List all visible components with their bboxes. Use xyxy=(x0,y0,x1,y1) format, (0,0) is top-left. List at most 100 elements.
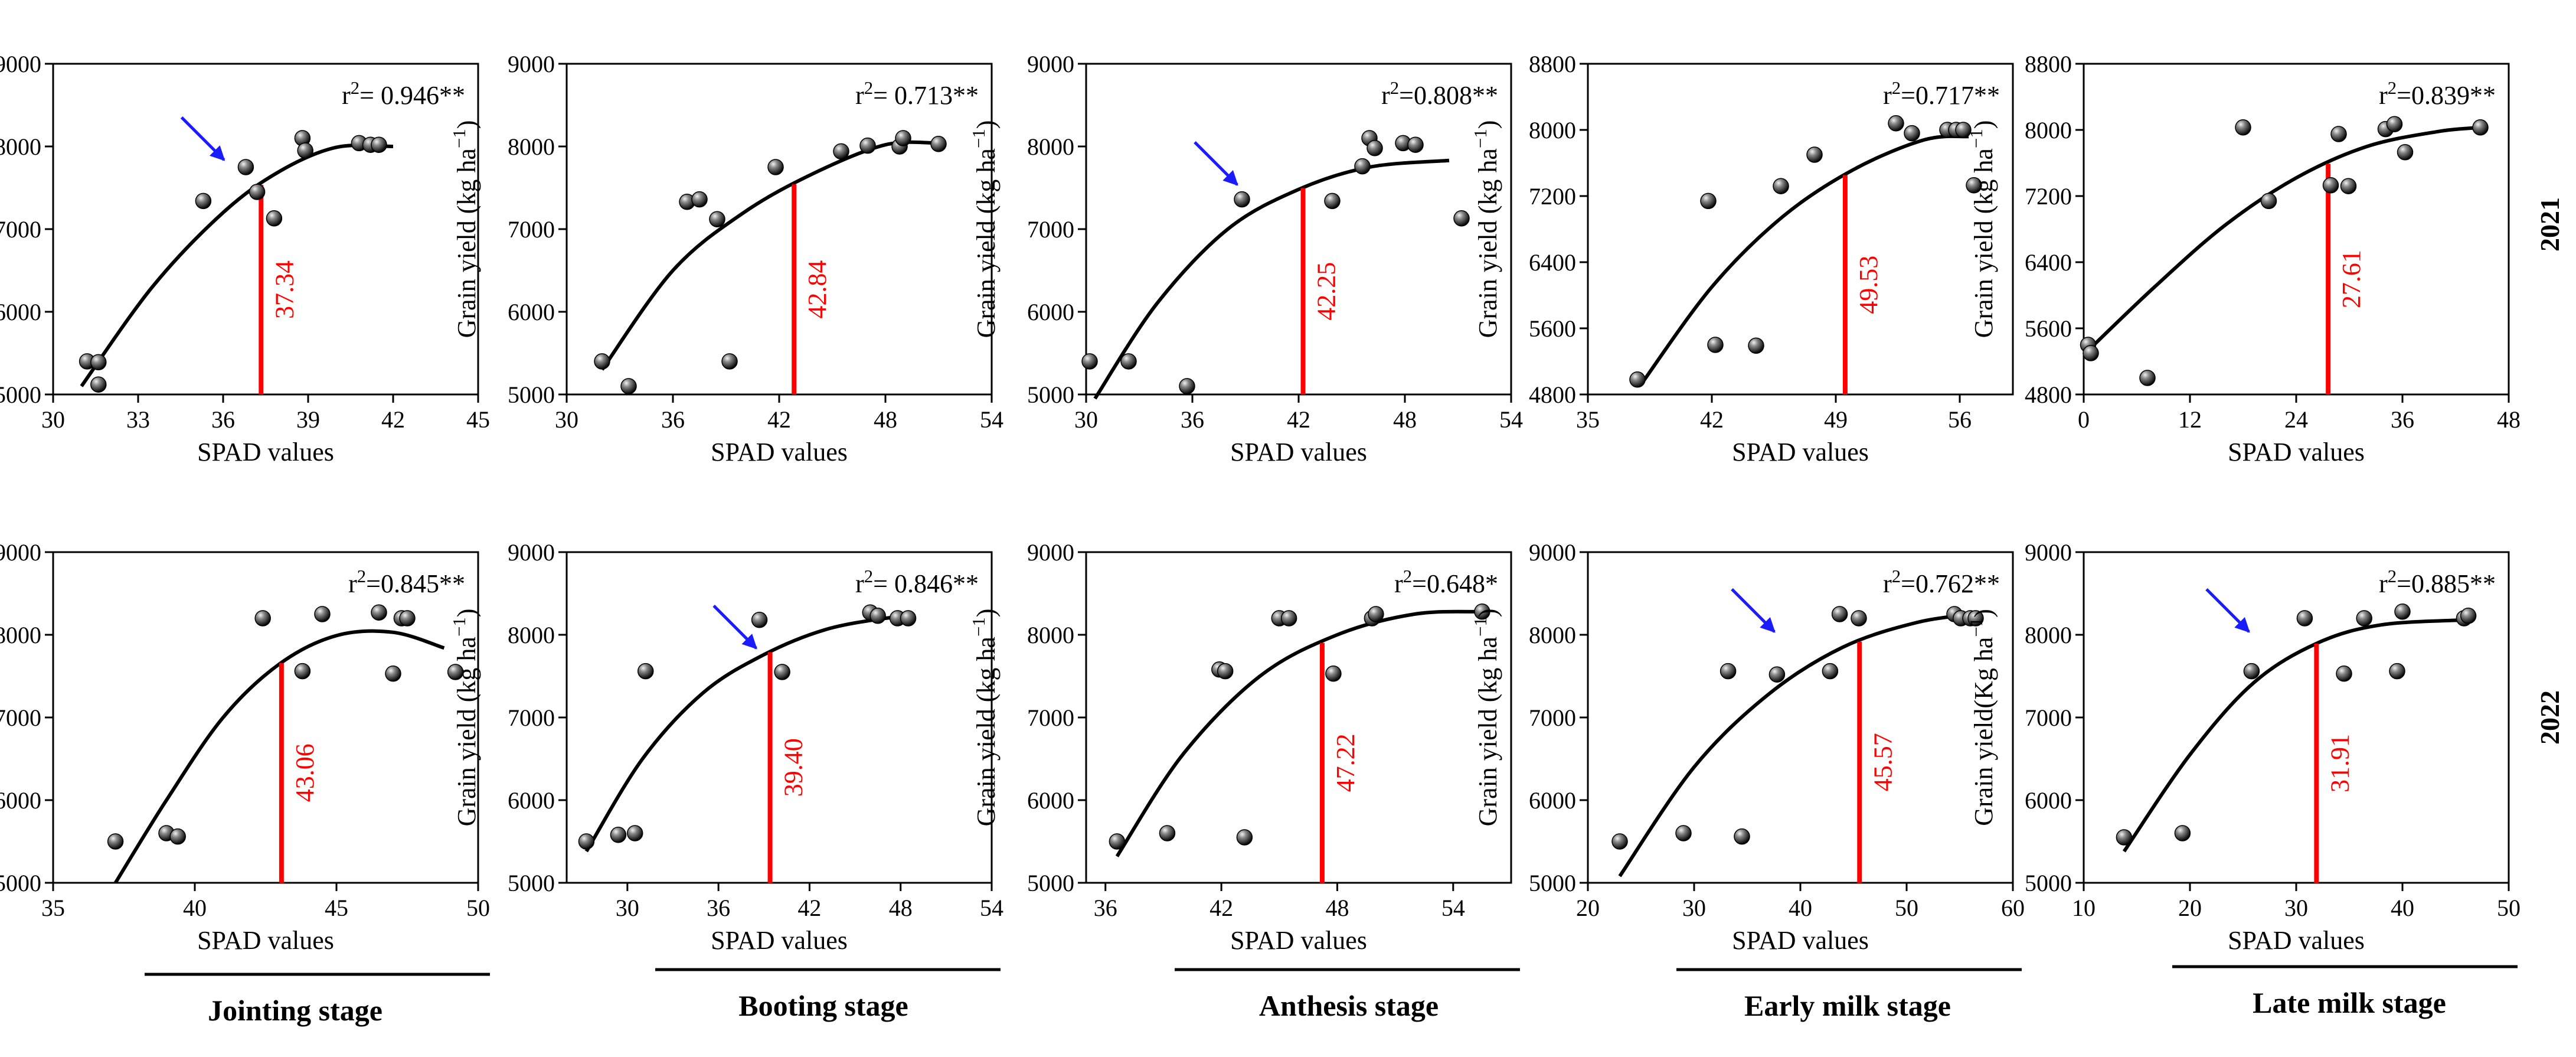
threshold-value-label: 45.57 xyxy=(1868,733,1897,791)
fit-curve xyxy=(1115,609,1483,857)
y-tick-label: 4800 xyxy=(1529,381,1576,408)
year-label-2022: 2022 xyxy=(2535,690,2565,745)
x-axis-label: SPAD values xyxy=(1732,438,1869,466)
chart-panel-2021-jointing-stage: 30 33 36 39 42 45 5000 6000 7000 8000 9000 SPAD val… xyxy=(0,51,490,466)
data-point xyxy=(1081,353,1098,370)
y-tick-label: 7000 xyxy=(2025,704,2072,731)
y-tick-label: 6000 xyxy=(508,787,555,814)
x-tick-label: 50 xyxy=(2497,895,2521,921)
x-tick-label: 30 xyxy=(616,895,639,921)
x-tick-label: 36 xyxy=(211,406,235,433)
threshold-value-label: 31.91 xyxy=(2325,734,2354,792)
data-point xyxy=(1236,829,1253,846)
x-tick-label: 30 xyxy=(2284,895,2308,921)
y-tick-label: 5000 xyxy=(2025,870,2072,896)
y-tick-label: 6000 xyxy=(1027,787,1074,814)
x-tick-label: 42 xyxy=(797,895,821,921)
data-point xyxy=(1773,178,1789,194)
y-tick-label: 5000 xyxy=(1027,381,1074,408)
y-tick-label: 9000 xyxy=(0,539,41,566)
x-tick-label: 12 xyxy=(2178,406,2202,433)
data-point xyxy=(2139,370,2156,386)
r-squared-label: r2=0.839** xyxy=(2379,78,2496,110)
data-point xyxy=(691,191,708,208)
y-tick-label: 7000 xyxy=(1529,704,1576,731)
highlight-arrow xyxy=(180,116,225,161)
x-tick-label: 48 xyxy=(1325,895,1349,921)
y-tick-label: 7200 xyxy=(2025,183,2072,210)
data-point xyxy=(2472,119,2489,136)
x-tick-label: 39 xyxy=(296,406,320,433)
x-axis-label: SPAD values xyxy=(2228,438,2365,466)
data-point xyxy=(900,610,917,627)
y-tick-label: 7200 xyxy=(1529,183,1576,210)
data-point xyxy=(1851,610,1867,627)
data-point xyxy=(709,211,725,227)
data-point xyxy=(1368,606,1384,622)
y-tick-label: 7000 xyxy=(1027,704,1074,731)
data-point xyxy=(1966,177,1982,194)
chart-panel-2022-anthesis-stage: 36 42 48 54 5000 6000 7000 8000 9000 SPAD values G… xyxy=(969,539,1512,955)
plot-frame xyxy=(1085,551,1512,884)
data-point xyxy=(2356,610,2372,627)
data-point xyxy=(1109,833,1126,850)
data-point xyxy=(1354,158,1371,175)
data-point xyxy=(1719,663,1737,680)
threshold-value-label: 47.22 xyxy=(1331,733,1360,792)
x-tick-label: 36 xyxy=(707,895,730,921)
stage-label-anthesis: Anthesis stage xyxy=(1259,989,1439,1022)
data-point xyxy=(1120,353,1137,370)
stage-label-late-milk: Late milk stage xyxy=(2253,986,2446,1019)
plot-frame xyxy=(1085,63,1512,396)
threshold-value-label: 37.34 xyxy=(270,260,299,319)
y-axis-label: Grain yield (kg ha−1) xyxy=(1470,120,1502,338)
x-tick-label: 49 xyxy=(1824,406,1848,433)
x-tick-label: 50 xyxy=(1895,895,1918,921)
stage-label-early-milk: Early milk stage xyxy=(1744,989,1951,1022)
y-tick-label: 5600 xyxy=(1529,315,1576,342)
x-tick-label: 48 xyxy=(874,406,897,433)
x-tick-label: 30 xyxy=(1682,895,1706,921)
r-squared-label: r2=0.885** xyxy=(2379,566,2496,598)
y-axis-label: Grain yield (kg ha−1) xyxy=(969,609,1001,827)
y-tick-label: 7000 xyxy=(0,216,41,243)
data-point xyxy=(237,159,254,175)
fit-curve xyxy=(80,143,394,387)
x-axis-label: SPAD values xyxy=(1230,926,1367,955)
data-point xyxy=(195,193,212,210)
y-axis-label: Grain yield (kg ha−1) xyxy=(449,609,481,827)
y-tick-label: 9000 xyxy=(508,539,555,566)
fit-curve xyxy=(1618,612,1976,877)
fit-curve xyxy=(114,629,445,884)
data-point xyxy=(371,136,387,153)
x-tick-label: 42 xyxy=(381,406,405,433)
x-tick-label: 36 xyxy=(1181,406,1204,433)
y-tick-label: 6400 xyxy=(2025,249,2072,276)
data-point xyxy=(1700,193,1717,210)
chart-panel-2022-early-milk-stage: 20 30 40 50 60 5000 6000 7000 8000 9000 SPAD value… xyxy=(1470,539,2025,955)
data-point xyxy=(1888,115,1904,132)
y-tick-label: 5000 xyxy=(508,870,555,896)
chart-panel-2022-late-milk-stage: 10 20 30 40 50 5000 6000 7000 8000 9000 SPAD value… xyxy=(1966,539,2521,955)
y-tick-label: 7000 xyxy=(0,704,41,731)
threshold-value-label: 42.84 xyxy=(803,260,832,319)
threshold-value-label: 39.40 xyxy=(779,738,808,797)
x-tick-label: 10 xyxy=(2072,895,2096,921)
data-point xyxy=(620,378,637,394)
y-tick-label: 8000 xyxy=(0,622,41,648)
data-point xyxy=(2174,825,2191,841)
stage-label-jointing: Jointing stage xyxy=(208,994,383,1027)
data-point xyxy=(1325,665,1342,682)
plot-frame xyxy=(2083,551,2510,884)
data-point xyxy=(1217,663,1234,680)
fit-curve xyxy=(1639,134,1969,386)
x-tick-label: 40 xyxy=(1789,895,1812,921)
data-point xyxy=(1159,825,1176,841)
y-tick-label: 6000 xyxy=(0,787,41,814)
data-point xyxy=(2389,663,2405,680)
data-point xyxy=(447,664,464,680)
chart-panel-2021-early-milk-stage: 35 42 49 56 4800 5600 6400 7200 8000 8800 SPAD val… xyxy=(1470,51,2014,466)
data-point xyxy=(1629,371,1646,388)
plot-frame xyxy=(1587,63,2014,396)
data-point xyxy=(2460,608,2477,624)
